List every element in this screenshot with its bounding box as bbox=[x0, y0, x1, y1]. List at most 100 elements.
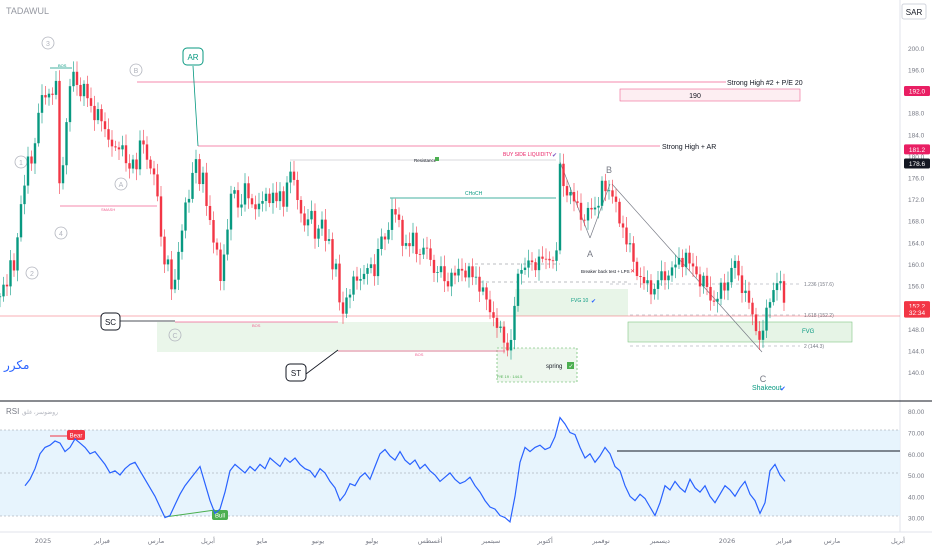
candle bbox=[387, 222, 390, 244]
candle bbox=[607, 180, 611, 200]
candle-body bbox=[355, 276, 359, 281]
candle-body bbox=[107, 129, 110, 140]
price-tick-label: 184.0 bbox=[908, 132, 925, 139]
candle bbox=[215, 238, 219, 256]
candle bbox=[677, 247, 681, 270]
candle bbox=[660, 260, 663, 286]
spring-check-mark: ✓ bbox=[569, 364, 574, 370]
candle-body bbox=[439, 266, 443, 273]
price-tick-label: 196.0 bbox=[908, 67, 925, 74]
candle bbox=[159, 186, 163, 247]
candle bbox=[604, 173, 607, 202]
candle bbox=[93, 95, 96, 131]
candle-body bbox=[716, 298, 719, 302]
candle bbox=[422, 238, 425, 260]
wave-2-circle bbox=[25, 266, 39, 280]
candle bbox=[737, 255, 740, 281]
candle bbox=[684, 248, 688, 276]
candle-body bbox=[499, 326, 502, 328]
header: TADAWUL SAR bbox=[6, 3, 927, 20]
candle-body bbox=[719, 282, 723, 299]
candle bbox=[782, 273, 786, 312]
candle bbox=[271, 183, 275, 214]
candle-body bbox=[443, 266, 446, 282]
candle-body bbox=[604, 180, 607, 192]
candle bbox=[408, 232, 411, 257]
candle bbox=[674, 254, 677, 279]
candle-body bbox=[663, 271, 667, 281]
candle-body bbox=[247, 183, 250, 199]
candle-body bbox=[271, 192, 275, 204]
candle bbox=[44, 85, 47, 105]
bc-line bbox=[611, 183, 763, 353]
candle-body bbox=[187, 198, 191, 203]
candle-body bbox=[212, 220, 215, 243]
shakeout-check: ✔ bbox=[780, 386, 786, 393]
shakeout-label: Shakeout bbox=[752, 385, 782, 392]
rsi-series bbox=[24, 416, 786, 524]
candle bbox=[450, 268, 453, 297]
candle bbox=[765, 299, 768, 339]
candle-body bbox=[383, 236, 387, 240]
candle bbox=[488, 290, 492, 320]
candle-body bbox=[656, 280, 660, 289]
time-tick-label: فبراير bbox=[775, 537, 792, 545]
candle-body bbox=[754, 314, 758, 332]
candle bbox=[86, 75, 89, 107]
candle-body bbox=[495, 317, 499, 328]
candle bbox=[96, 102, 100, 125]
candle-body bbox=[681, 257, 684, 268]
candle-body bbox=[446, 281, 450, 287]
strong-high-label: Strong High + AR bbox=[662, 144, 716, 151]
price-tags: 192.0 181.2 178.6 152.232:34 bbox=[904, 86, 930, 318]
candle-body bbox=[457, 268, 460, 276]
candle bbox=[149, 156, 152, 175]
candle-body bbox=[677, 257, 681, 265]
candle-body bbox=[558, 163, 562, 251]
candle bbox=[698, 266, 702, 297]
candle-body bbox=[709, 286, 712, 301]
candle-body bbox=[726, 282, 730, 291]
candle bbox=[152, 160, 156, 186]
candle-body bbox=[282, 191, 285, 207]
candle-body bbox=[296, 179, 299, 201]
candle-body bbox=[348, 294, 352, 298]
candle bbox=[558, 153, 562, 255]
bos-mid-label: BOS bbox=[252, 323, 261, 328]
candle-body bbox=[509, 339, 513, 351]
candle bbox=[117, 141, 121, 160]
candle-body bbox=[40, 95, 44, 113]
candle-body bbox=[649, 280, 653, 295]
rsi-tick-label: 50.00 bbox=[908, 473, 925, 480]
candle-body bbox=[303, 213, 306, 226]
candle bbox=[16, 233, 19, 282]
candle-body bbox=[359, 279, 362, 281]
wave-B-circle bbox=[129, 63, 143, 77]
candle-body bbox=[705, 275, 709, 287]
candle bbox=[775, 272, 779, 301]
candle bbox=[313, 203, 317, 249]
candle bbox=[513, 296, 516, 350]
candle-body bbox=[404, 243, 408, 246]
candle bbox=[135, 152, 138, 181]
time-tick-label: أكتوبر bbox=[536, 536, 553, 545]
candle-body bbox=[408, 243, 411, 247]
time-tick-label: يوليو bbox=[365, 537, 379, 545]
candle-body bbox=[149, 159, 152, 169]
candle-body bbox=[611, 190, 614, 197]
candle bbox=[429, 239, 432, 267]
candle bbox=[425, 236, 429, 260]
currency-label: SAR bbox=[906, 8, 923, 17]
candle-body bbox=[121, 145, 124, 150]
candle bbox=[285, 176, 289, 212]
candle-body bbox=[264, 193, 268, 202]
candle bbox=[299, 196, 303, 223]
candle-body bbox=[47, 93, 51, 98]
candle-body bbox=[674, 264, 677, 268]
candle-body bbox=[590, 207, 593, 210]
candle bbox=[506, 333, 509, 357]
candle bbox=[733, 255, 737, 279]
candle-body bbox=[747, 290, 751, 303]
currency-box[interactable] bbox=[901, 3, 927, 20]
